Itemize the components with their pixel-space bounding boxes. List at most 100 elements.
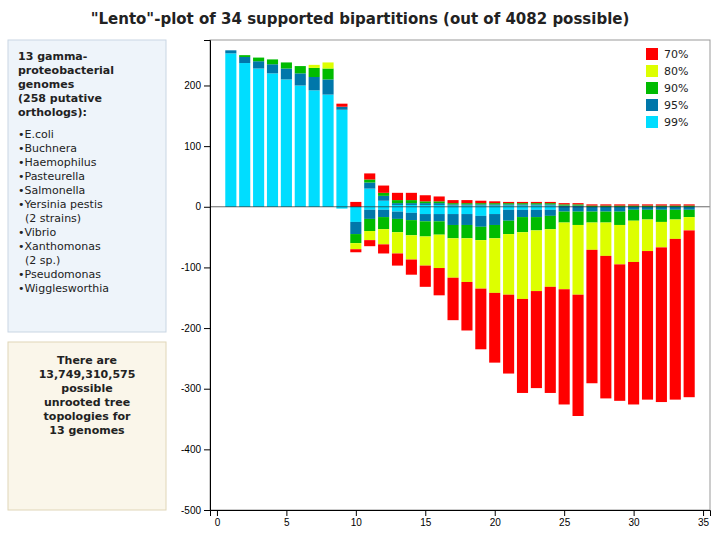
- bar-segment: [378, 186, 389, 193]
- bar-segment: [406, 200, 417, 203]
- bar-segment: [295, 66, 306, 73]
- bar-segment: [503, 203, 514, 204]
- y-tick-label: -200: [181, 323, 201, 334]
- bar-segment: [600, 212, 611, 223]
- bar-segment: [586, 250, 597, 383]
- annotation-line: genomes: [18, 78, 75, 91]
- x-tick-label: 20: [490, 517, 502, 528]
- bar-segment: [670, 210, 681, 220]
- x-tick-label: 15: [420, 517, 432, 528]
- bar-segment: [295, 73, 306, 85]
- annotation-line: There are: [57, 354, 117, 367]
- bar-segment: [531, 203, 542, 204]
- bar-segment: [336, 110, 347, 207]
- bar-segment: [517, 207, 528, 210]
- bar-segment: [364, 173, 375, 179]
- bar-segment: [489, 207, 500, 214]
- bar-segment: [323, 62, 334, 68]
- bar-segment: [642, 251, 653, 400]
- legend-label: 90%: [664, 82, 688, 95]
- y-tick-mark: [204, 207, 210, 208]
- x-tick-mark: [217, 510, 218, 516]
- bar-segment: [642, 220, 653, 252]
- bar-segment: [448, 214, 459, 225]
- bar-segment: [489, 225, 500, 238]
- bar-segment: [420, 201, 431, 203]
- bar-segment: [392, 219, 403, 232]
- bar-segment: [239, 57, 250, 63]
- bar-segment: [559, 204, 570, 205]
- bar-segment: [434, 201, 445, 203]
- bar-segment: [448, 225, 459, 238]
- bar-segment: [448, 200, 459, 203]
- bar-segment: [364, 189, 375, 207]
- y-tick: 200: [184, 80, 210, 91]
- bar-segment: [628, 210, 639, 221]
- y-tick-mark: [204, 328, 210, 329]
- x-tick-mark: [495, 510, 496, 516]
- bar-segment: [364, 179, 375, 182]
- bar-segment: [253, 61, 264, 68]
- bars: [225, 50, 694, 416]
- bar-segment: [600, 205, 611, 206]
- y-tick-label: 200: [184, 80, 201, 91]
- bar-segment: [364, 210, 375, 219]
- legend-label: 70%: [664, 48, 688, 61]
- y-tick: 0: [195, 201, 210, 212]
- x-tick: 0: [215, 510, 221, 528]
- bar-segment: [309, 65, 320, 68]
- x-tick-mark: [564, 510, 565, 516]
- bar-segment: [239, 55, 250, 57]
- bar-segment: [503, 210, 514, 221]
- bar-segment: [642, 204, 653, 205]
- bar-segment: [545, 202, 556, 203]
- legend: 70%80%90%95%99%: [646, 48, 688, 129]
- bar-segment: [420, 221, 431, 236]
- bar-segment: [378, 210, 389, 217]
- bar-segment: [670, 204, 681, 205]
- bar-segment: [378, 217, 389, 229]
- bar-segment: [517, 203, 528, 204]
- bar-segment: [323, 62, 334, 63]
- bar-segment: [406, 203, 417, 205]
- bar-segment: [239, 55, 250, 56]
- x-tick-mark: [634, 510, 635, 516]
- x-tick-label: 0: [215, 517, 221, 528]
- bar-segment: [614, 205, 625, 206]
- bar-segment: [503, 234, 514, 295]
- bar-segment: [559, 203, 570, 204]
- bar-segment: [461, 207, 472, 214]
- bar-segment: [545, 204, 556, 205]
- x-tick-label: 35: [698, 517, 710, 528]
- bar-segment: [267, 59, 278, 60]
- bar-segment: [586, 223, 597, 250]
- bar-segment: [545, 287, 556, 393]
- x-tick: 10: [351, 510, 363, 528]
- bar-segment: [336, 107, 347, 110]
- bar-segment: [670, 207, 681, 210]
- legend-label: 95%: [664, 99, 688, 112]
- bar-segment: [420, 266, 431, 287]
- bar-segment: [573, 204, 584, 205]
- bar-segment: [392, 203, 403, 205]
- bar-segment: [517, 202, 528, 203]
- y-axis-line: [204, 41, 211, 511]
- annotation-line: unrooted tree: [44, 396, 130, 409]
- x-tick: 35: [698, 510, 710, 528]
- bar-segment: [517, 203, 528, 204]
- y-axis: -500-400-300-200-1000100200: [181, 41, 211, 516]
- bar-segment: [420, 207, 431, 214]
- bar-segment: [323, 69, 334, 80]
- annotation-line: •E.coli: [18, 128, 54, 141]
- bar-segment: [378, 207, 389, 210]
- bar-segment: [281, 69, 292, 80]
- bar-segment: [267, 59, 278, 60]
- bar-segment: [475, 201, 486, 203]
- bar-segment: [531, 217, 542, 230]
- bar-segment: [392, 193, 403, 200]
- x-tick: 20: [490, 510, 502, 528]
- bar-segment: [503, 295, 514, 374]
- bar-segment: [600, 256, 611, 399]
- bar-segment: [517, 204, 528, 205]
- bar-segment: [517, 210, 528, 217]
